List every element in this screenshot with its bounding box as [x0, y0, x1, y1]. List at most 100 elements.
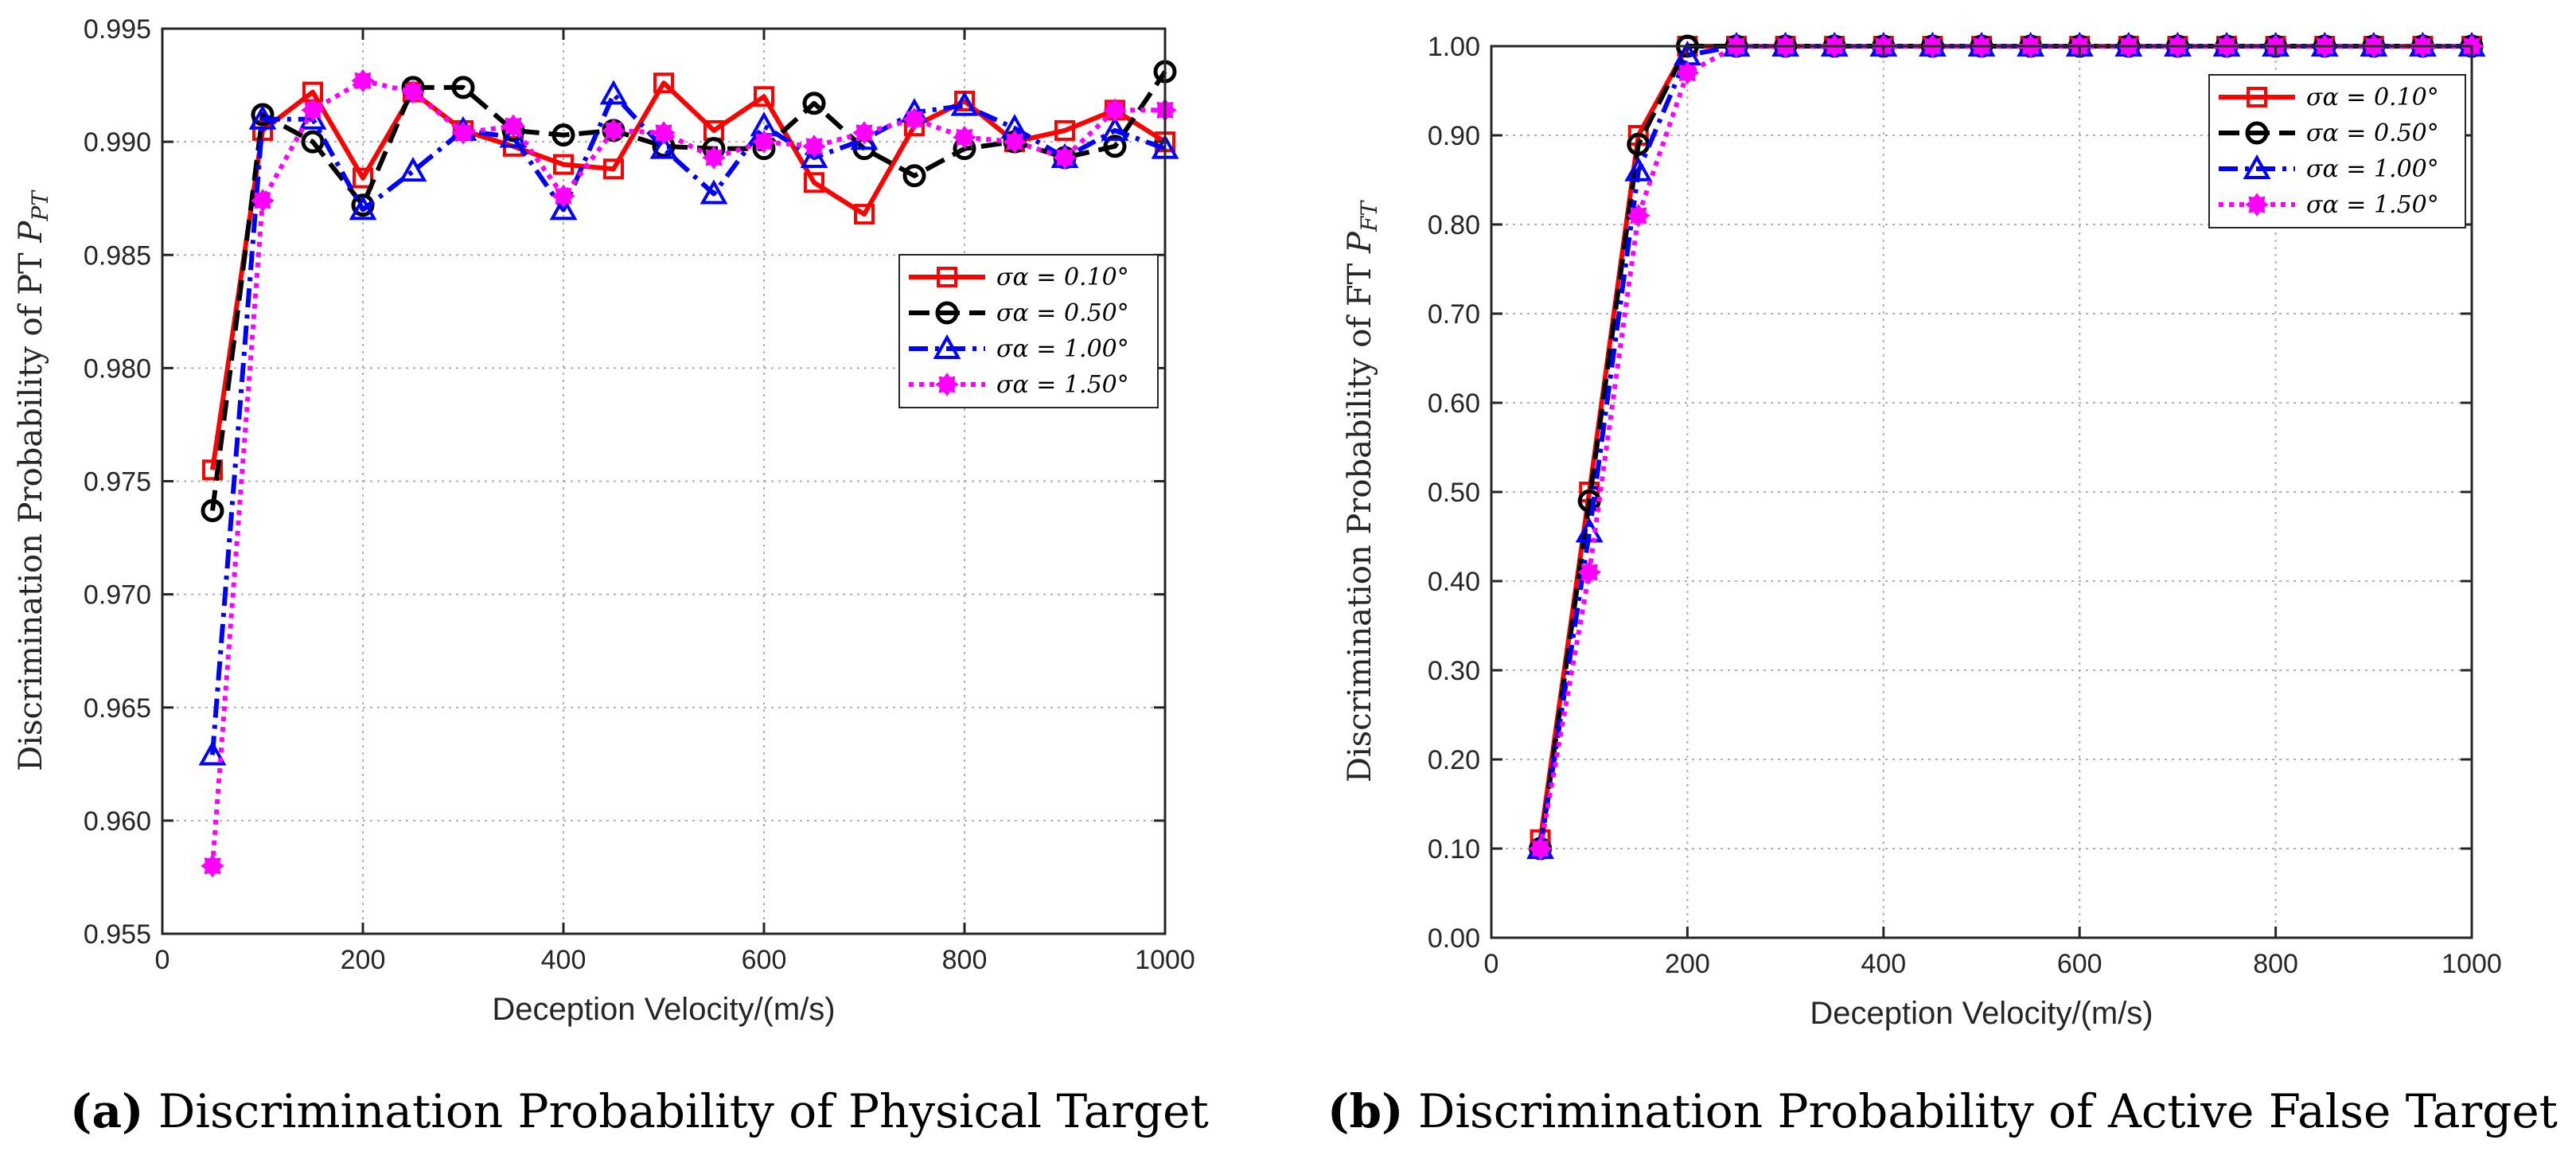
x-tick-label-2: 400: [541, 945, 587, 975]
data-point-s4-3: [1675, 60, 1700, 85]
y-tick-label-8: 0.995: [84, 14, 151, 45]
y-tick-label-6: 0.985: [84, 240, 151, 271]
y-tick-label-9: 0.90: [1428, 121, 1480, 151]
x-tick-label-0: 0: [1484, 949, 1499, 979]
data-point-s1-17: [1054, 119, 1075, 141]
y-tick-label-0: 0.00: [1428, 923, 1480, 954]
data-point-s4-16: [1003, 130, 1027, 154]
x-tick-label-1: 200: [341, 945, 386, 975]
data-point-s4-2: [301, 98, 325, 123]
data-point-s4-18: [1103, 98, 1127, 123]
y-tick-label-3: 0.30: [1428, 656, 1480, 686]
data-point-s4-0: [1528, 837, 1553, 861]
data-point-s2-2: [301, 130, 325, 154]
x-tick-label-4: 800: [942, 945, 988, 975]
series-4: [201, 68, 1177, 878]
data-point-s4-13: [852, 121, 876, 145]
caption-a-tag: (a): [70, 1084, 144, 1138]
y-axis-label: Discrimination Probability of PT PPT: [13, 189, 53, 771]
data-point-s1-9: [653, 72, 674, 94]
data-point-s4-3: [351, 68, 375, 93]
data-point-s4-0: [201, 853, 224, 878]
data-point-s4-7: [551, 184, 575, 208]
data-point-s2-12: [802, 92, 826, 115]
legend-label-3: σα = 1.00°: [2306, 155, 2439, 183]
legend-marker-2: [935, 301, 959, 325]
data-point-s4-11: [752, 130, 776, 154]
legend-marker-4: [2245, 193, 2269, 217]
y-axis-label: Discrimination Probability of FT PFT: [1342, 200, 1382, 783]
data-point-s4-4: [401, 80, 425, 104]
legend-label-3: σα = 1.00°: [996, 335, 1129, 363]
data-point-s1-12: [804, 172, 824, 193]
data-point-s3-12: [800, 142, 828, 169]
data-point-s1-13: [854, 204, 875, 225]
data-point-s2-18: [1103, 135, 1127, 158]
data-point-s4-9: [652, 121, 676, 145]
x-tick-label-1: 200: [1665, 949, 1710, 979]
data-point-s1-11: [754, 86, 774, 107]
data-point-s4-12: [802, 135, 826, 158]
data-point-s3-15: [950, 91, 979, 116]
legend-marker-2: [2245, 121, 2269, 145]
series-line-3: [210, 92, 1167, 755]
data-point-s3-2: [1624, 156, 1653, 181]
series-line-4: [1537, 44, 2472, 849]
data-point-s2-0: [201, 498, 224, 522]
y-tick-label-4: 0.975: [84, 467, 151, 498]
caption-a: (a) Discrimination Probability of Physic…: [70, 1084, 1209, 1138]
legend-label-2: σα = 0.50°: [996, 299, 1129, 327]
y-tick-label-5: 0.50: [1428, 478, 1480, 508]
legend-label-4: σα = 1.50°: [2306, 191, 2439, 219]
data-point-s1-8: [603, 158, 624, 180]
data-point-s4-5: [451, 121, 475, 145]
legend-marker-4: [935, 373, 959, 396]
legend-marker-3: [933, 334, 961, 359]
x-tick-label-3: 600: [742, 945, 787, 975]
legend-marker-1: [937, 267, 957, 287]
caption-b-tag: (b): [1327, 1084, 1404, 1138]
data-point-s4-2: [1627, 204, 1650, 228]
y-tick-label-4: 0.40: [1428, 567, 1480, 597]
data-point-s4-17: [1053, 146, 1077, 170]
y-tick-label-7: 0.990: [84, 127, 151, 158]
data-point-s3-10: [700, 179, 728, 205]
y-tick-label-2: 0.965: [84, 693, 151, 724]
caption-b-text: Discrimination Probability of Active Fal…: [1417, 1084, 2558, 1138]
data-point-s3-4: [399, 156, 427, 182]
legend-marker-3: [2243, 154, 2271, 179]
data-point-s3-2: [298, 104, 327, 130]
data-point-s4-10: [702, 146, 726, 170]
series-line-4: [210, 78, 1165, 866]
legend-label-2: σα = 0.50°: [2306, 119, 2439, 147]
series-line-2: [210, 70, 1167, 511]
chart-a-physical-target: 0 200 400 600 800 1000 0.955 0.960 0.965 0.970 0.9…: [13, 14, 1195, 1027]
chart-b-active-false-target: 0 200 400 600 800 1000 0.00 0.10 0.20 0.30 0.40 0.5…: [1342, 31, 2502, 1031]
legend-label-1: σα = 0.10°: [996, 263, 1129, 291]
y-tick-label-7: 0.70: [1428, 299, 1480, 330]
data-point-s4-8: [602, 119, 625, 142]
data-point-s4-1: [251, 189, 275, 213]
data-point-s2-14: [902, 164, 926, 188]
data-point-s3-3: [349, 195, 377, 221]
data-point-s3-7: [549, 195, 578, 221]
y-tick-label-3: 0.970: [84, 580, 151, 611]
data-point-s1-7: [553, 154, 574, 175]
y-tick-label-10: 1.00: [1428, 32, 1480, 62]
data-point-s3-0: [198, 740, 227, 766]
data-point-s1-3: [353, 167, 373, 189]
y-tick-label-1: 0.10: [1428, 834, 1480, 865]
y-tick-label-5: 0.980: [84, 353, 151, 384]
caption-b: (b) Discrimination Probability of Active…: [1327, 1084, 2558, 1138]
y-tick-label-8: 0.80: [1428, 210, 1480, 240]
data-point-s4-15: [953, 125, 976, 150]
legend: σα = 0.10° σα = 0.50° σα = 1.00° σα = 1.50°: [898, 254, 1159, 408]
data-point-s4-14: [902, 107, 926, 131]
data-point-s3-8: [599, 80, 628, 105]
x-tick-label-0: 0: [155, 945, 170, 975]
legend-label-4: σα = 1.50°: [996, 371, 1129, 399]
data-point-s2-7: [551, 123, 575, 147]
data-point-s1-0: [202, 459, 223, 481]
data-point-s3-18: [1101, 115, 1129, 141]
